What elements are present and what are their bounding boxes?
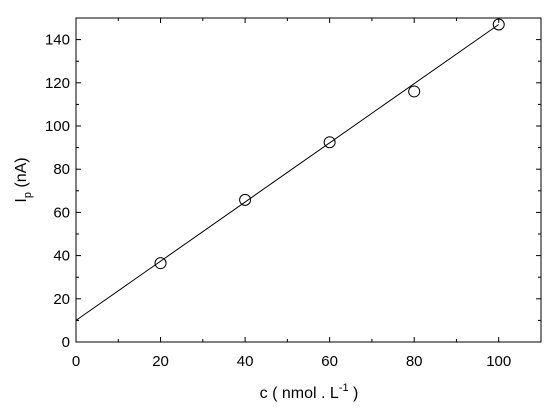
- plot-frame: [75, 17, 542, 343]
- x-axis-label-sup: -1: [339, 382, 349, 394]
- fit-line: [75, 24, 500, 321]
- y-tick-label: 40: [53, 248, 70, 265]
- x-axis-label: c ( nmol . L-1 ): [260, 382, 359, 402]
- data-point: [323, 136, 336, 149]
- y-tick-label: 0: [62, 334, 70, 351]
- y-tick-labels: 0 20 40 60 80 100 120 140: [45, 32, 70, 351]
- y-axis-label-end: (nA): [13, 157, 30, 192]
- x-tick-label: 60: [321, 353, 338, 370]
- y-tick-label: 100: [45, 118, 70, 135]
- y-tick-label: 140: [45, 32, 70, 49]
- x-tick-label: 20: [152, 353, 169, 370]
- x-tick-label: 100: [486, 353, 511, 370]
- y-tick-label: 20: [53, 291, 70, 308]
- data-point: [239, 193, 252, 206]
- x-tick-labels: 0 20 40 60 80 100: [72, 353, 511, 370]
- ticks: [75, 17, 542, 343]
- data-point: [154, 257, 167, 270]
- y-tick-label: 80: [53, 161, 70, 178]
- x-axis-label-main: c ( nmol . L: [260, 385, 339, 402]
- x-tick-label: 0: [72, 353, 80, 370]
- x-tick-label: 80: [406, 353, 423, 370]
- data-point: [408, 85, 421, 98]
- data-points: [154, 18, 505, 270]
- y-axis-label-main: I: [13, 198, 30, 202]
- y-axis-label: Ip (nA): [13, 157, 34, 202]
- y-axis-label-sub: p: [22, 192, 34, 198]
- y-tick-label: 60: [53, 204, 70, 221]
- x-tick-label: 40: [237, 353, 254, 370]
- x-axis-label-end: ): [349, 385, 359, 402]
- data-point: [492, 18, 505, 31]
- y-tick-label: 120: [45, 75, 70, 92]
